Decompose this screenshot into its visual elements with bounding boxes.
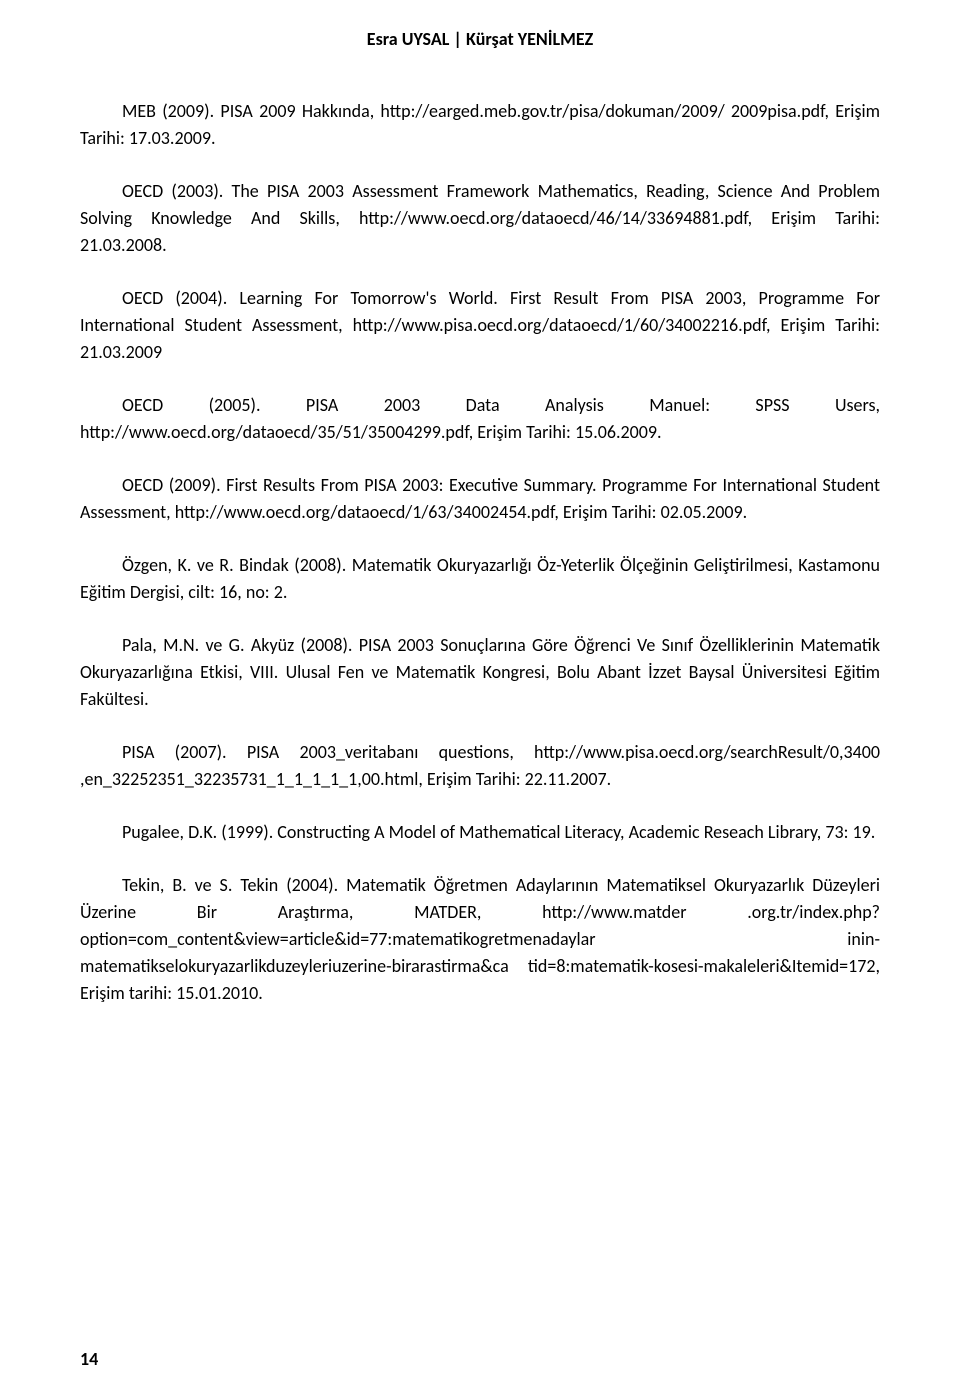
reference-entry: MEB (2009). PISA 2009 Hakkında, http://e…: [80, 98, 880, 152]
page-header-authors: Esra UYSAL | Kürşat YENİLMEZ: [80, 28, 880, 50]
reference-text: OECD (2004). Learning For Tomorrow's Wor…: [80, 287, 880, 363]
reference-entry: Özgen, K. ve R. Bindak (2008). Matematik…: [80, 552, 880, 606]
reference-text: OECD (2003). The PISA 2003 Assessment Fr…: [80, 180, 880, 256]
reference-entry: OECD (2005). PISA 2003 Data Analysis Man…: [80, 392, 880, 446]
reference-text: Pugalee, D.K. (1999). Constructing A Mod…: [122, 821, 875, 843]
reference-entry: Pugalee, D.K. (1999). Constructing A Mod…: [80, 819, 880, 846]
reference-text: Özgen, K. ve R. Bindak (2008). Matematik…: [80, 554, 880, 603]
reference-entry: PISA (2007). PISA 2003_veritabanı questi…: [80, 739, 880, 793]
page-number: 14: [80, 1348, 98, 1370]
reference-entry: Tekin, B. ve S. Tekin (2004). Matematik …: [80, 872, 880, 1007]
reference-text: OECD (2005). PISA 2003 Data Analysis Man…: [80, 394, 880, 443]
reference-entry: OECD (2009). First Results From PISA 200…: [80, 472, 880, 526]
reference-text: PISA (2007). PISA 2003_veritabanı questi…: [80, 741, 880, 790]
references-container: MEB (2009). PISA 2009 Hakkında, http://e…: [80, 98, 880, 1007]
reference-entry: OECD (2003). The PISA 2003 Assessment Fr…: [80, 178, 880, 259]
reference-text: OECD (2009). First Results From PISA 200…: [80, 474, 880, 523]
reference-text: MEB (2009). PISA 2009 Hakkında, http://e…: [80, 100, 880, 149]
reference-text: Tekin, B. ve S. Tekin (2004). Matematik …: [80, 874, 880, 1004]
reference-entry: Pala, M.N. ve G. Akyüz (2008). PISA 2003…: [80, 632, 880, 713]
reference-text: Pala, M.N. ve G. Akyüz (2008). PISA 2003…: [80, 634, 880, 710]
reference-entry: OECD (2004). Learning For Tomorrow's Wor…: [80, 285, 880, 366]
